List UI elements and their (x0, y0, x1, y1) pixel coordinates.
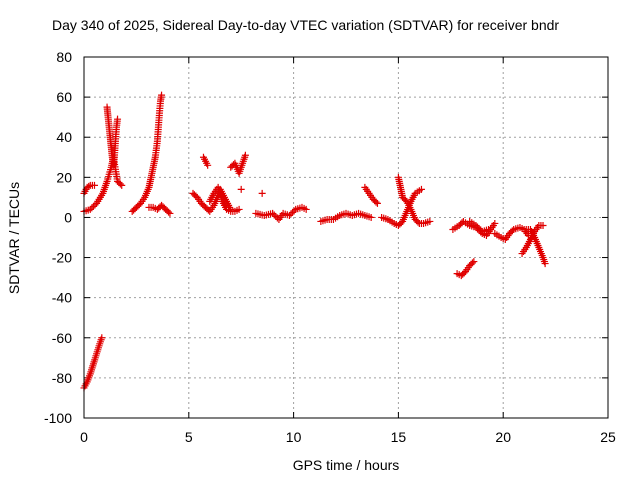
y-axis-label: SDTVAR / TECUs (6, 182, 22, 294)
data-series-arc-13 (252, 203, 310, 223)
data-point (85, 182, 93, 190)
data-point (541, 260, 549, 268)
plot-frame (83, 56, 609, 419)
data-point (539, 221, 547, 229)
data-series-arc-10 (227, 151, 249, 177)
data-series-arc-1 (80, 334, 106, 392)
data-point (426, 217, 434, 225)
data-point (158, 91, 166, 99)
data-series-arc-7 (199, 153, 212, 169)
y-tick-label: -40 (52, 290, 72, 306)
data-point (89, 202, 97, 210)
data-point (290, 207, 298, 215)
data-point (272, 212, 280, 220)
data-series-arc-9 (206, 183, 243, 215)
data-series-arc-14 (317, 209, 375, 225)
data-point (166, 209, 174, 217)
data-point (367, 213, 375, 221)
data-point (287, 210, 295, 218)
data-point (475, 224, 483, 232)
x-tick-label: 20 (495, 429, 511, 445)
data-point (98, 334, 106, 342)
y-tick-label: -20 (52, 250, 72, 266)
x-tick-label: 5 (185, 429, 193, 445)
data-point (270, 211, 278, 219)
data-series-arc-2 (80, 181, 98, 197)
y-tick-label: 20 (56, 169, 72, 185)
data-point (414, 218, 422, 226)
x-tick-label: 15 (391, 429, 407, 445)
data-series-arc-15 (361, 183, 381, 207)
y-tick-label: 0 (64, 209, 72, 225)
data-point (468, 259, 476, 267)
data-point (86, 205, 94, 213)
data-point (289, 208, 297, 216)
data-point (302, 205, 310, 213)
data-series-arc-17 (394, 173, 434, 227)
data-point (118, 181, 126, 189)
x-tick-label: 0 (80, 429, 88, 445)
data-point (91, 201, 99, 209)
data-point (165, 208, 173, 216)
data-point (417, 185, 425, 193)
data-series-arc-19 (453, 258, 478, 280)
data-series-arc-16 (378, 185, 425, 229)
data-series-arc-4 (103, 103, 122, 169)
y-tick-label: -60 (52, 330, 72, 346)
data-points (80, 91, 549, 392)
data-series-arc-6 (145, 201, 174, 217)
data-series-arc-23 (522, 225, 549, 268)
data-point (90, 181, 98, 189)
tick-labels: 0 5 10 15 20 25 -100 -80 -60 -40 -20 0 20 40 60 80 (44, 49, 616, 445)
data-point (237, 185, 245, 193)
data-point (491, 219, 499, 227)
grid-lines (84, 57, 608, 418)
y-tick-label: 40 (56, 129, 72, 145)
x-tick-label: 25 (600, 429, 616, 445)
chart-title: Day 340 of 2025, Sidereal Day-to-day VTE… (52, 17, 559, 33)
data-point (285, 211, 293, 219)
data-point (269, 209, 277, 217)
data-point (116, 180, 124, 188)
data-point (235, 205, 243, 213)
data-point (258, 189, 266, 197)
data-series-arc-20 (466, 217, 493, 235)
data-point (372, 198, 380, 206)
data-point (241, 151, 249, 159)
y-tick-label: -100 (44, 410, 72, 426)
data-point (373, 199, 381, 207)
data-series-arc-3 (80, 153, 126, 215)
y-tick-label: 60 (56, 89, 72, 105)
data-series-arc-5 (128, 91, 166, 215)
data-point (114, 115, 122, 123)
data-point (88, 204, 96, 212)
x-axis-label: GPS time / hours (293, 457, 400, 473)
data-series-arc-12 (258, 189, 266, 197)
data-point (474, 223, 482, 231)
y-tick-label: -80 (52, 370, 72, 386)
data-point (204, 161, 212, 169)
data-point (472, 221, 480, 229)
data-series-arc-11 (237, 185, 245, 193)
y-tick-label: 80 (56, 49, 72, 65)
x-tick-label: 10 (286, 429, 302, 445)
data-point (470, 258, 478, 266)
data-point (485, 225, 493, 233)
